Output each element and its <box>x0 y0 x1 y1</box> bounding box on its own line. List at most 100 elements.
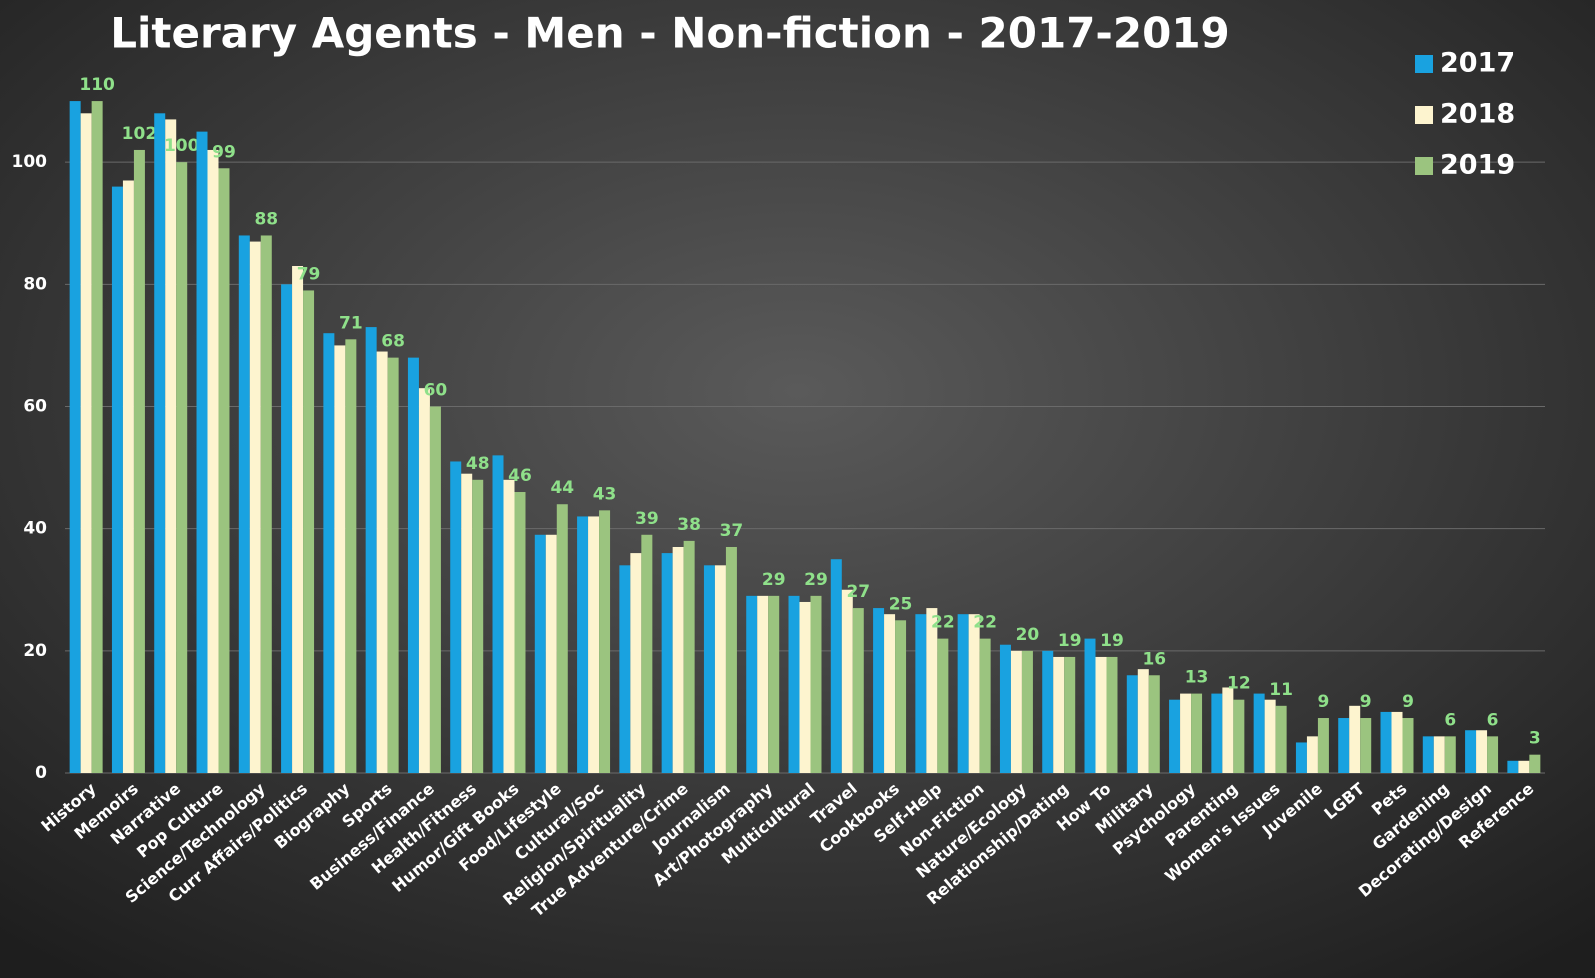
bar <box>418 388 430 773</box>
bar <box>1064 656 1076 773</box>
bar <box>292 266 304 773</box>
data-label: 68 <box>381 332 405 352</box>
bar <box>218 168 230 773</box>
bar <box>260 235 272 773</box>
bar <box>165 119 177 774</box>
bar <box>1084 638 1096 773</box>
bar <box>895 620 907 773</box>
bar <box>577 516 589 773</box>
bar <box>1295 742 1307 773</box>
y-tick-label: 60 <box>23 397 47 417</box>
bar <box>376 351 388 773</box>
bar <box>91 101 103 774</box>
bar <box>1053 656 1065 773</box>
bar <box>999 644 1011 773</box>
bar <box>746 595 758 773</box>
bar <box>957 614 969 773</box>
data-label: 88 <box>254 209 278 229</box>
bar <box>661 553 673 773</box>
bar <box>968 614 980 773</box>
data-label: 39 <box>635 509 659 529</box>
bar <box>514 492 526 773</box>
bar <box>1360 718 1372 773</box>
data-label: 16 <box>1142 649 1166 669</box>
bar <box>672 546 684 773</box>
bar <box>1380 711 1392 773</box>
bar <box>154 113 166 774</box>
bar <box>281 284 293 773</box>
bar <box>1010 650 1022 773</box>
bar <box>1137 669 1149 773</box>
bar <box>133 149 145 773</box>
bar <box>238 235 250 773</box>
bar <box>1317 718 1329 773</box>
data-label: 22 <box>973 613 997 633</box>
bar <box>450 461 462 773</box>
data-label: 6 <box>1444 710 1456 730</box>
data-label: 3 <box>1529 729 1541 749</box>
data-label: 9 <box>1360 692 1372 712</box>
bar <box>1444 736 1456 773</box>
bar <box>323 333 335 773</box>
data-label: 12 <box>1227 674 1251 694</box>
y-tick-label: 40 <box>23 519 47 539</box>
bar <box>1222 687 1234 773</box>
bar <box>303 290 315 773</box>
bar <box>714 565 726 773</box>
bar <box>365 327 377 773</box>
bar <box>334 345 346 773</box>
data-label: 46 <box>508 466 532 486</box>
bar <box>69 101 81 774</box>
data-label: 20 <box>1016 625 1040 645</box>
data-label: 11 <box>1269 680 1293 700</box>
bar <box>122 180 134 773</box>
legend-label: 2017 <box>1440 48 1515 79</box>
bar <box>1338 718 1350 773</box>
bar <box>1422 736 1434 773</box>
bar <box>588 516 600 773</box>
bar <box>979 638 991 773</box>
data-label: 110 <box>79 75 115 95</box>
data-label: 60 <box>424 381 448 401</box>
bar <box>1529 754 1541 773</box>
bar <box>683 540 695 773</box>
bar <box>1191 693 1203 773</box>
bar <box>1021 650 1033 773</box>
bar <box>757 595 769 773</box>
bar <box>852 608 864 773</box>
chart-title: Literary Agents - Men - Non-fiction - 20… <box>110 9 1230 58</box>
y-tick-label: 100 <box>12 152 48 172</box>
bar <box>545 534 557 773</box>
bar <box>873 608 885 773</box>
data-label: 19 <box>1100 631 1124 651</box>
bar <box>788 595 800 773</box>
bar <box>830 559 842 773</box>
bar <box>810 595 822 773</box>
bar <box>429 406 441 773</box>
bar <box>915 614 927 773</box>
bar <box>884 614 896 773</box>
bar <box>249 241 261 773</box>
bar <box>80 113 92 774</box>
bar <box>599 510 611 773</box>
bar <box>503 479 515 773</box>
bar <box>1042 650 1054 773</box>
bar <box>1465 730 1477 773</box>
bar <box>461 473 473 773</box>
bar <box>387 357 399 773</box>
data-label: 29 <box>804 570 828 590</box>
data-label: 27 <box>846 582 870 602</box>
data-label: 29 <box>762 570 786 590</box>
bar <box>1507 760 1519 773</box>
bar <box>534 534 546 773</box>
y-tick-label: 20 <box>23 641 47 661</box>
bar <box>345 339 357 773</box>
data-label: 13 <box>1185 668 1209 688</box>
data-label: 9 <box>1318 692 1330 712</box>
bar <box>407 357 419 773</box>
bar <box>1211 693 1223 773</box>
bar <box>630 553 642 773</box>
bar <box>1433 736 1445 773</box>
bar <box>1169 699 1181 773</box>
